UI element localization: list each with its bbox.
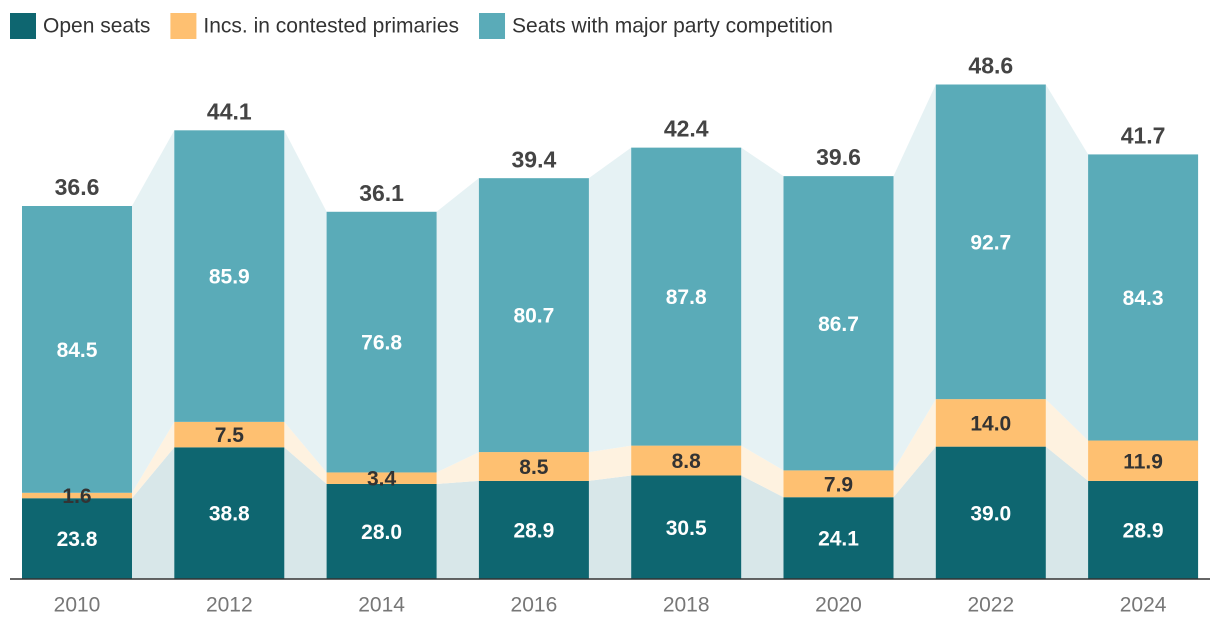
- data-label: 76.8: [361, 332, 402, 355]
- bar-segment: [631, 475, 742, 579]
- bar-segment: [783, 497, 894, 579]
- connector-band: [436, 178, 479, 473]
- connector-band: [436, 452, 479, 484]
- x-tick-label: 2018: [663, 594, 710, 617]
- data-label: 86.7: [818, 313, 859, 336]
- data-label: 28.0: [361, 521, 402, 544]
- data-label: 23.8: [57, 528, 98, 551]
- legend-label: Incs. in contested primaries: [203, 15, 459, 38]
- bar-segment: [935, 84, 1046, 400]
- total-label: 36.1: [359, 180, 404, 206]
- data-label: 92.7: [970, 231, 1011, 254]
- connector-band: [132, 447, 175, 579]
- legend-label: Seats with major party competition: [512, 15, 833, 38]
- data-label: 80.7: [513, 305, 554, 328]
- total-label: 42.4: [664, 116, 709, 142]
- x-tick-label: 2010: [54, 594, 101, 617]
- connector-band: [132, 421, 175, 499]
- total-label: 41.7: [1121, 122, 1166, 148]
- bar-segment: [326, 483, 437, 579]
- data-label: 14.0: [970, 412, 1011, 435]
- bar-segment: [174, 130, 285, 422]
- data-label: 11.9: [1123, 450, 1163, 473]
- total-label: 44.1: [207, 98, 252, 124]
- x-tick-label: 2014: [358, 594, 405, 617]
- total-label: 36.6: [55, 174, 100, 200]
- bar-segment: [1088, 440, 1199, 481]
- x-tick-label: 2020: [815, 594, 862, 617]
- bar-segment: [1088, 480, 1199, 579]
- bar-segment: [935, 399, 1046, 447]
- bar-segment: [478, 178, 589, 453]
- data-label: 87.8: [666, 286, 707, 309]
- data-label: 85.9: [209, 266, 250, 289]
- bar-segment: [783, 470, 894, 498]
- data-label: 8.8: [672, 450, 702, 473]
- legend-swatch: [170, 13, 197, 39]
- connector-band: [893, 446, 936, 579]
- bar-segment: [478, 480, 589, 579]
- data-label: 30.5: [666, 517, 707, 540]
- data-label: 39.0: [970, 502, 1011, 525]
- legend-swatch: [479, 13, 506, 39]
- connector-band: [893, 84, 936, 471]
- data-label: 28.9: [1123, 520, 1164, 543]
- connector-band: [1045, 399, 1089, 481]
- total-label: 48.6: [968, 53, 1013, 79]
- connector-band: [741, 147, 784, 471]
- bar-segment: [22, 498, 132, 579]
- data-label: 28.9: [513, 520, 554, 543]
- connector-band: [741, 445, 784, 498]
- data-label: 7.9: [824, 473, 853, 496]
- connector-band: [893, 399, 936, 498]
- legend-swatch: [10, 13, 36, 39]
- total-label: 39.6: [816, 144, 861, 170]
- connector-band: [436, 480, 479, 579]
- connector-band: [284, 447, 327, 579]
- x-tick-label: 2012: [206, 594, 253, 617]
- bar-segment: [174, 421, 285, 448]
- x-tick-label: 2024: [1120, 594, 1167, 617]
- connector-band: [588, 475, 632, 579]
- connector-band: [284, 130, 327, 473]
- x-tick-label: 2016: [511, 594, 558, 617]
- bar-segment: [478, 452, 589, 481]
- connector-band: [588, 445, 632, 481]
- legend-label: Open seats: [43, 15, 150, 38]
- bar-segment: [326, 472, 437, 484]
- connector-band: [741, 475, 784, 579]
- data-label: 84.3: [1123, 287, 1164, 310]
- bar-segment: [326, 211, 437, 473]
- bar-segment: [22, 206, 132, 493]
- bar-segment: [935, 446, 1046, 579]
- bar-segment: [1088, 154, 1199, 441]
- total-label: 39.4: [512, 146, 557, 172]
- x-tick-label: 2022: [967, 594, 1014, 617]
- bar-segment: [783, 176, 894, 471]
- bar-segment: [631, 445, 742, 476]
- data-label: 8.5: [519, 456, 549, 479]
- connector-band: [1045, 84, 1089, 441]
- bar-segment: [22, 492, 132, 499]
- bar-segment: [631, 147, 742, 446]
- connector-band: [132, 130, 175, 493]
- connector-band: [284, 421, 327, 484]
- data-label: 38.8: [209, 503, 250, 526]
- data-label: 24.1: [818, 528, 859, 551]
- data-label: 7.5: [215, 424, 245, 447]
- data-label: 3.4: [367, 468, 397, 491]
- data-label: 1.6: [62, 485, 91, 508]
- connector-band: [588, 147, 632, 453]
- data-label: 84.5: [57, 339, 98, 362]
- connector-band: [1045, 446, 1089, 579]
- bar-segment: [174, 447, 285, 579]
